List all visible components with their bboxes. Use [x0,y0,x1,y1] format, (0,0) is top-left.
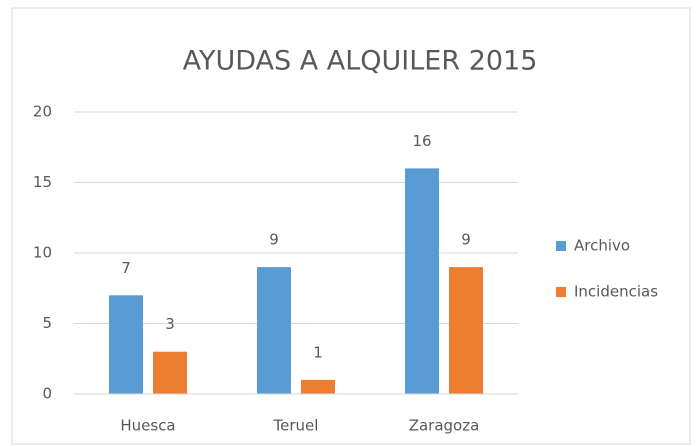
y-tick-label: 0 [42,385,52,403]
bar [405,168,439,394]
bar [153,351,187,394]
y-tick-label: 20 [33,103,52,121]
data-label: 16 [412,132,431,150]
bar [109,295,143,394]
data-label: 9 [269,231,279,249]
bar [449,267,483,394]
chart-title: AYUDAS A ALQUILER 2015 [183,46,538,77]
data-label: 1 [313,343,323,361]
y-tick-label: 10 [33,244,52,262]
legend-label: Archivo [574,237,630,255]
x-tick-label: Teruel [273,417,319,435]
data-label: 3 [165,315,175,333]
legend-swatch [556,287,566,297]
x-tick-label: Huesca [120,417,175,435]
y-tick-label: 15 [33,173,52,191]
bar [257,267,291,394]
data-label: 9 [461,231,471,249]
bar [301,379,335,394]
x-tick-label: Zaragoza [409,417,480,435]
data-label: 7 [121,259,131,277]
legend-swatch [556,241,566,251]
y-tick-label: 5 [42,314,52,332]
legend-label: Incidencias [574,283,658,301]
